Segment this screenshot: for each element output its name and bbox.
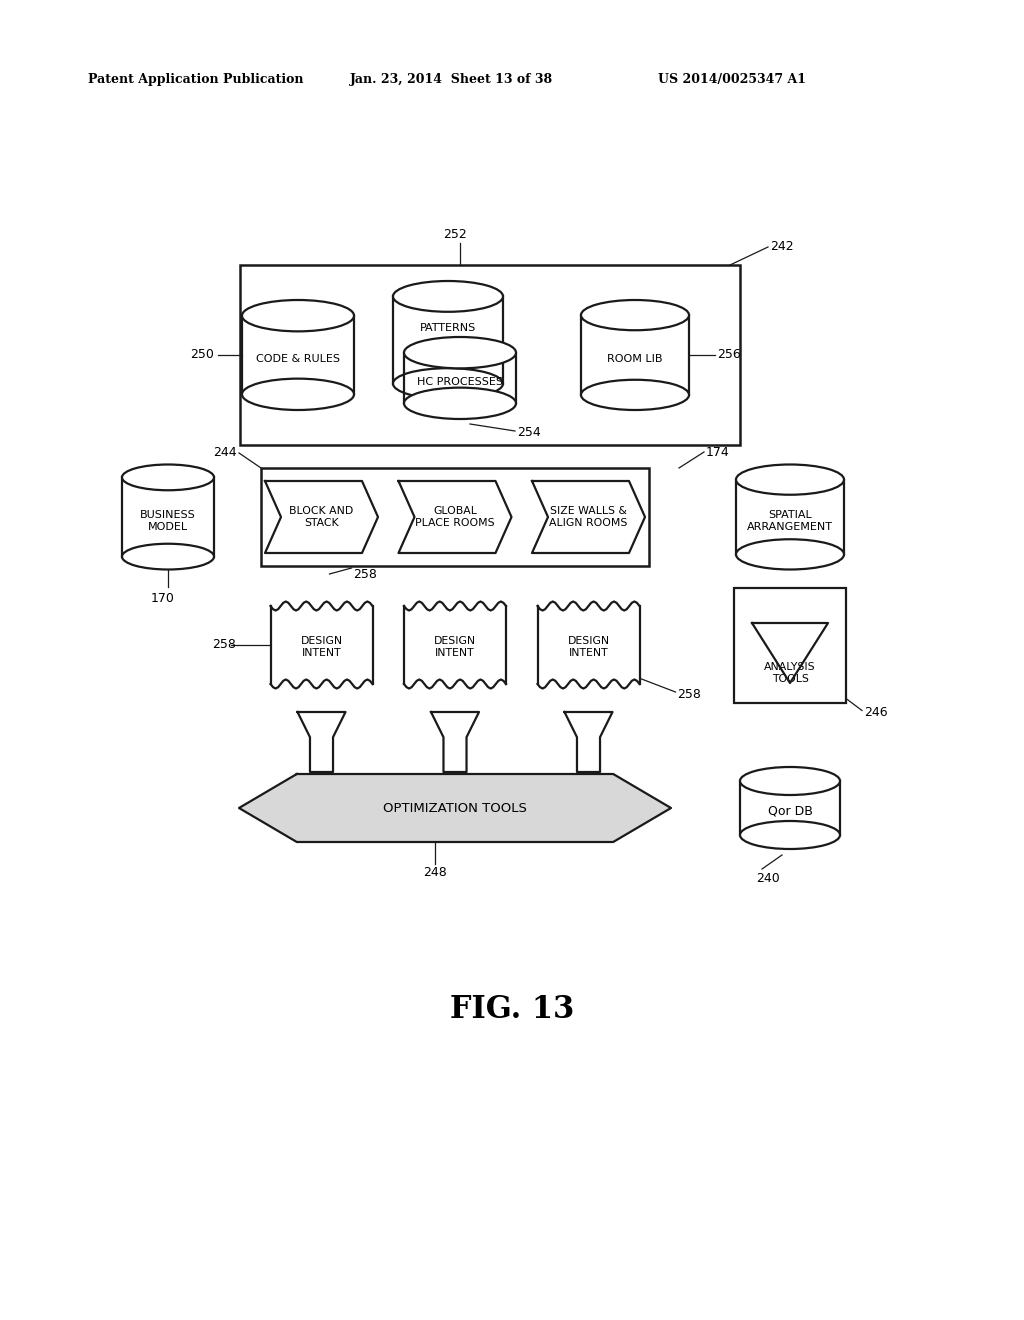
Text: SIZE WALLS &
ALIGN ROOMS: SIZE WALLS & ALIGN ROOMS — [549, 506, 628, 528]
Ellipse shape — [740, 821, 840, 849]
Text: ANALYSIS
TOOLS: ANALYSIS TOOLS — [764, 663, 816, 684]
Text: CODE & RULES: CODE & RULES — [256, 354, 340, 364]
Bar — [740, 781, 840, 836]
Text: 242: 242 — [770, 240, 794, 253]
Ellipse shape — [404, 337, 516, 368]
Text: US 2014/0025347 A1: US 2014/0025347 A1 — [658, 74, 806, 87]
Text: Jan. 23, 2014  Sheet 13 of 38: Jan. 23, 2014 Sheet 13 of 38 — [350, 74, 553, 87]
Polygon shape — [431, 711, 479, 772]
Ellipse shape — [581, 380, 689, 411]
Ellipse shape — [736, 465, 844, 495]
Polygon shape — [270, 602, 373, 689]
Polygon shape — [398, 480, 512, 553]
Text: 258: 258 — [213, 639, 237, 652]
Ellipse shape — [122, 465, 214, 490]
Text: 240: 240 — [756, 873, 780, 886]
Polygon shape — [404, 602, 506, 689]
Polygon shape — [532, 480, 645, 553]
Text: DESIGN
INTENT: DESIGN INTENT — [300, 636, 343, 657]
Text: SPATIAL
ARRANGEMENT: SPATIAL ARRANGEMENT — [746, 511, 833, 532]
Text: 244: 244 — [213, 446, 237, 458]
Polygon shape — [538, 602, 640, 689]
Bar — [581, 315, 689, 395]
Ellipse shape — [740, 767, 840, 795]
Text: BLOCK AND
STACK: BLOCK AND STACK — [290, 506, 353, 528]
Ellipse shape — [122, 544, 214, 569]
Text: PATTERNS: PATTERNS — [420, 323, 476, 333]
Ellipse shape — [736, 540, 844, 569]
Text: 256: 256 — [717, 348, 740, 362]
Ellipse shape — [242, 300, 354, 331]
Ellipse shape — [393, 281, 503, 312]
Text: Patent Application Publication: Patent Application Publication — [88, 74, 303, 87]
Bar — [736, 479, 844, 554]
Bar — [122, 478, 214, 557]
Text: ROOM LIB: ROOM LIB — [607, 354, 663, 364]
Bar — [734, 587, 846, 702]
Text: 254: 254 — [517, 425, 541, 438]
Text: GLOBAL
PLACE ROOMS: GLOBAL PLACE ROOMS — [415, 506, 495, 528]
Bar — [261, 469, 649, 566]
Text: 246: 246 — [864, 706, 888, 719]
Bar — [404, 352, 516, 404]
Text: FIG. 13: FIG. 13 — [450, 994, 574, 1026]
Ellipse shape — [242, 379, 354, 411]
Polygon shape — [265, 480, 378, 553]
Text: 170: 170 — [152, 593, 175, 606]
Polygon shape — [564, 711, 612, 772]
Polygon shape — [239, 774, 671, 842]
Text: 248: 248 — [423, 866, 446, 879]
Text: 252: 252 — [443, 228, 467, 242]
Ellipse shape — [404, 388, 516, 418]
Text: 258: 258 — [353, 569, 378, 582]
Text: OPTIMIZATION TOOLS: OPTIMIZATION TOOLS — [383, 801, 527, 814]
Text: 250: 250 — [190, 348, 214, 362]
Polygon shape — [298, 711, 345, 772]
Ellipse shape — [581, 300, 689, 330]
Text: DESIGN
INTENT: DESIGN INTENT — [434, 636, 476, 657]
Bar — [393, 297, 503, 384]
Text: 258: 258 — [678, 688, 701, 701]
Text: DESIGN
INTENT: DESIGN INTENT — [567, 636, 609, 657]
Bar — [240, 265, 740, 445]
Text: 174: 174 — [706, 446, 730, 458]
Text: BUSINESS
MODEL: BUSINESS MODEL — [140, 511, 196, 532]
Text: Qor DB: Qor DB — [768, 804, 812, 817]
Ellipse shape — [393, 368, 503, 399]
Bar — [242, 315, 354, 395]
Text: HC PROCESSES: HC PROCESSES — [417, 378, 503, 387]
Polygon shape — [752, 623, 828, 682]
